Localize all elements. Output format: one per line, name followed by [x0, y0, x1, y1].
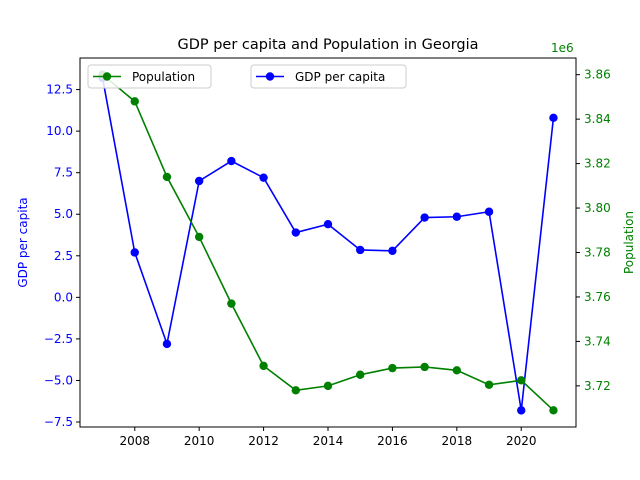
y-right-offset-label: 1e6 [551, 41, 574, 55]
gdp-per-capita-point [291, 228, 300, 237]
x-tick-label: 2014 [313, 434, 344, 448]
plot-frame [79, 57, 577, 428]
series-layer [98, 70, 558, 415]
population-point [452, 366, 462, 375]
x-tick-label: 2020 [506, 434, 537, 448]
x-tick-label: 2018 [442, 434, 473, 448]
y-right-tick-label: 3.80 [584, 201, 611, 215]
y-left-tick-label: 0.0 [54, 290, 73, 304]
y-right-tick-label: 3.78 [584, 246, 611, 260]
population-point [291, 386, 300, 395]
population-point [227, 299, 236, 308]
x-tick-label: 2012 [248, 434, 279, 448]
gdp-per-capita-point [227, 156, 236, 166]
population-point [517, 376, 526, 385]
legend-marker-swatch [102, 72, 112, 81]
population-point [194, 232, 204, 242]
y-left-tick-label: −7.5 [44, 415, 73, 429]
gdp-per-capita-point [323, 220, 333, 229]
axes: 2008 2010 2012 2014 2016 2018 2020 −7.5 −5.0 −2.5… [16, 41, 636, 448]
y-right-tick-label: 3.74 [584, 334, 611, 348]
y-left-tick-label: 10.0 [46, 124, 73, 138]
legend-layer: Population GDP per capita [87, 64, 407, 89]
gdp-per-capita-point [130, 248, 139, 257]
y-left-tick-label: 2.5 [54, 249, 73, 263]
population-point [549, 406, 558, 415]
gdp-per-capita-point [194, 176, 204, 186]
gdp-per-capita-point [162, 339, 172, 349]
population-point [484, 380, 494, 389]
population-line [102, 74, 554, 411]
legend-box [250, 64, 407, 89]
legend-label: GDP per capita [295, 70, 385, 84]
legend-gdp-per-capita: GDP per capita [250, 64, 407, 89]
gdp-per-capita-point [517, 406, 526, 415]
gdp-per-capita-point [420, 213, 429, 222]
population-point [388, 363, 397, 373]
x-tick-label: 2010 [184, 434, 215, 448]
population-point [356, 370, 365, 379]
y-right-tick-label: 3.86 [584, 68, 611, 82]
y-left-tick-label: 5.0 [54, 207, 73, 221]
y-left-tick-label: 7.5 [54, 166, 73, 180]
chart-title: GDP per capita and Population in Georgia [177, 37, 478, 53]
y-left-tick-label: −5.0 [44, 373, 73, 387]
population-point [130, 97, 139, 106]
y-right-axis-label: Population [622, 211, 636, 274]
legend-marker-swatch [265, 72, 275, 81]
y-left-axis-label: GDP per capita [16, 197, 30, 287]
y-right-tick-label: 3.72 [584, 379, 611, 393]
gdp-per-capita-point [259, 173, 268, 182]
y-right-tick-label: 3.82 [584, 157, 611, 171]
y-right-tick-label: 3.76 [584, 290, 611, 304]
x-tick-label: 2016 [377, 434, 408, 448]
y-left-tick-label: −2.5 [44, 332, 73, 346]
y-left-tick-label: 12.5 [46, 83, 73, 97]
population-point [162, 172, 172, 182]
y-right-tick-label: 3.84 [584, 112, 611, 126]
legend-population: Population [87, 64, 212, 89]
gdp-per-capita-point [388, 246, 397, 256]
legend-label: Population [132, 70, 195, 84]
population-point [259, 361, 268, 371]
population-point [420, 362, 429, 372]
gdp-per-capita-point [452, 212, 462, 221]
gdp-per-capita-line [101, 77, 555, 411]
x-tick-label: 2008 [119, 434, 150, 448]
gdp-per-capita-point [356, 245, 365, 255]
legend-box [87, 64, 212, 89]
gdp-per-capita-point [484, 207, 494, 216]
gdp-per-capita-point [549, 113, 558, 123]
population-point [323, 381, 333, 391]
